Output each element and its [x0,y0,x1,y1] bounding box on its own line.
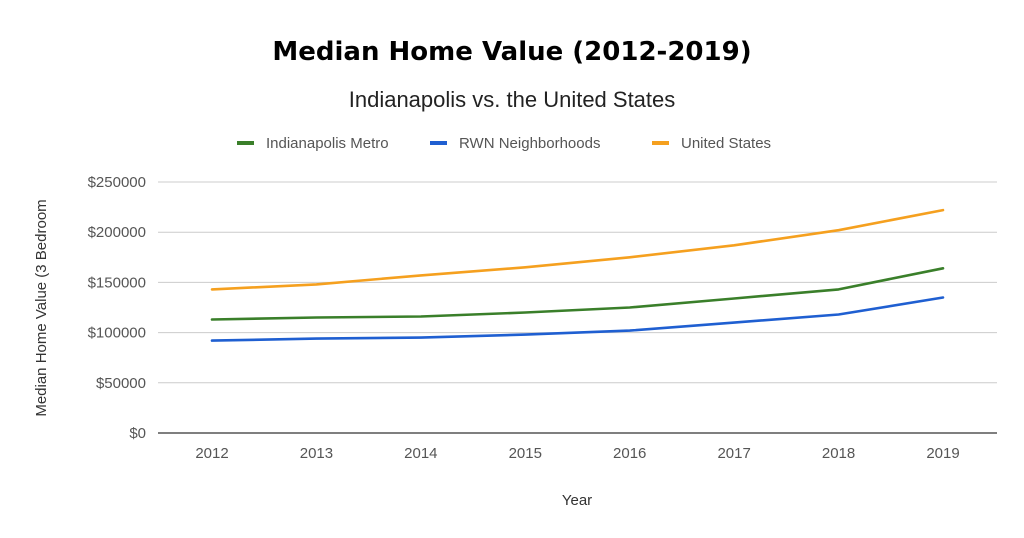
x-tick-label: 2015 [509,445,542,462]
series-line-indianapolis-metro [210,266,945,321]
chart-title: Median Home Value (2012-2019) [272,37,751,67]
legend-item: RWN Neighborhoods [430,135,600,152]
x-tick-label: 2017 [717,445,750,462]
y-tick-label: $250000 [88,174,146,191]
chart-subtitle: Indianapolis vs. the United States [349,87,676,112]
x-tick-label: 2012 [195,445,228,462]
series-line-rwn-neighborhoods [210,296,945,342]
x-tick-label: 2013 [300,445,333,462]
y-tick-label: $100000 [88,325,146,342]
x-tick-label: 2014 [404,445,437,462]
y-tick-label: $200000 [88,224,146,241]
gridlines [158,181,997,434]
legend-label: United States [681,135,771,152]
y-axis-ticks: $0 $50000 $100000 $150000 $200000 $250000 [88,174,146,442]
series-lines [210,208,945,342]
legend-item: Indianapolis Metro [237,135,389,152]
x-tick-label: 2018 [822,445,855,462]
x-axis-title: Year [562,492,592,509]
x-tick-label: 2016 [613,445,646,462]
legend-label: Indianapolis Metro [266,135,389,152]
legend-item: United States [652,135,771,152]
series-line-united-states [210,208,945,291]
x-tick-label: 2019 [926,445,959,462]
legend: Indianapolis Metro RWN Neighborhoods Unite… [237,135,771,152]
y-tick-label: $50000 [96,375,146,392]
x-axis-ticks: 2012 2013 2014 2015 2016 2017 2018 2019 [195,445,959,462]
y-tick-label: $0 [129,425,146,442]
y-axis-title: Median Home Value (3 Bedroom [33,199,50,416]
legend-label: RWN Neighborhoods [459,135,600,152]
y-tick-label: $150000 [88,274,146,291]
